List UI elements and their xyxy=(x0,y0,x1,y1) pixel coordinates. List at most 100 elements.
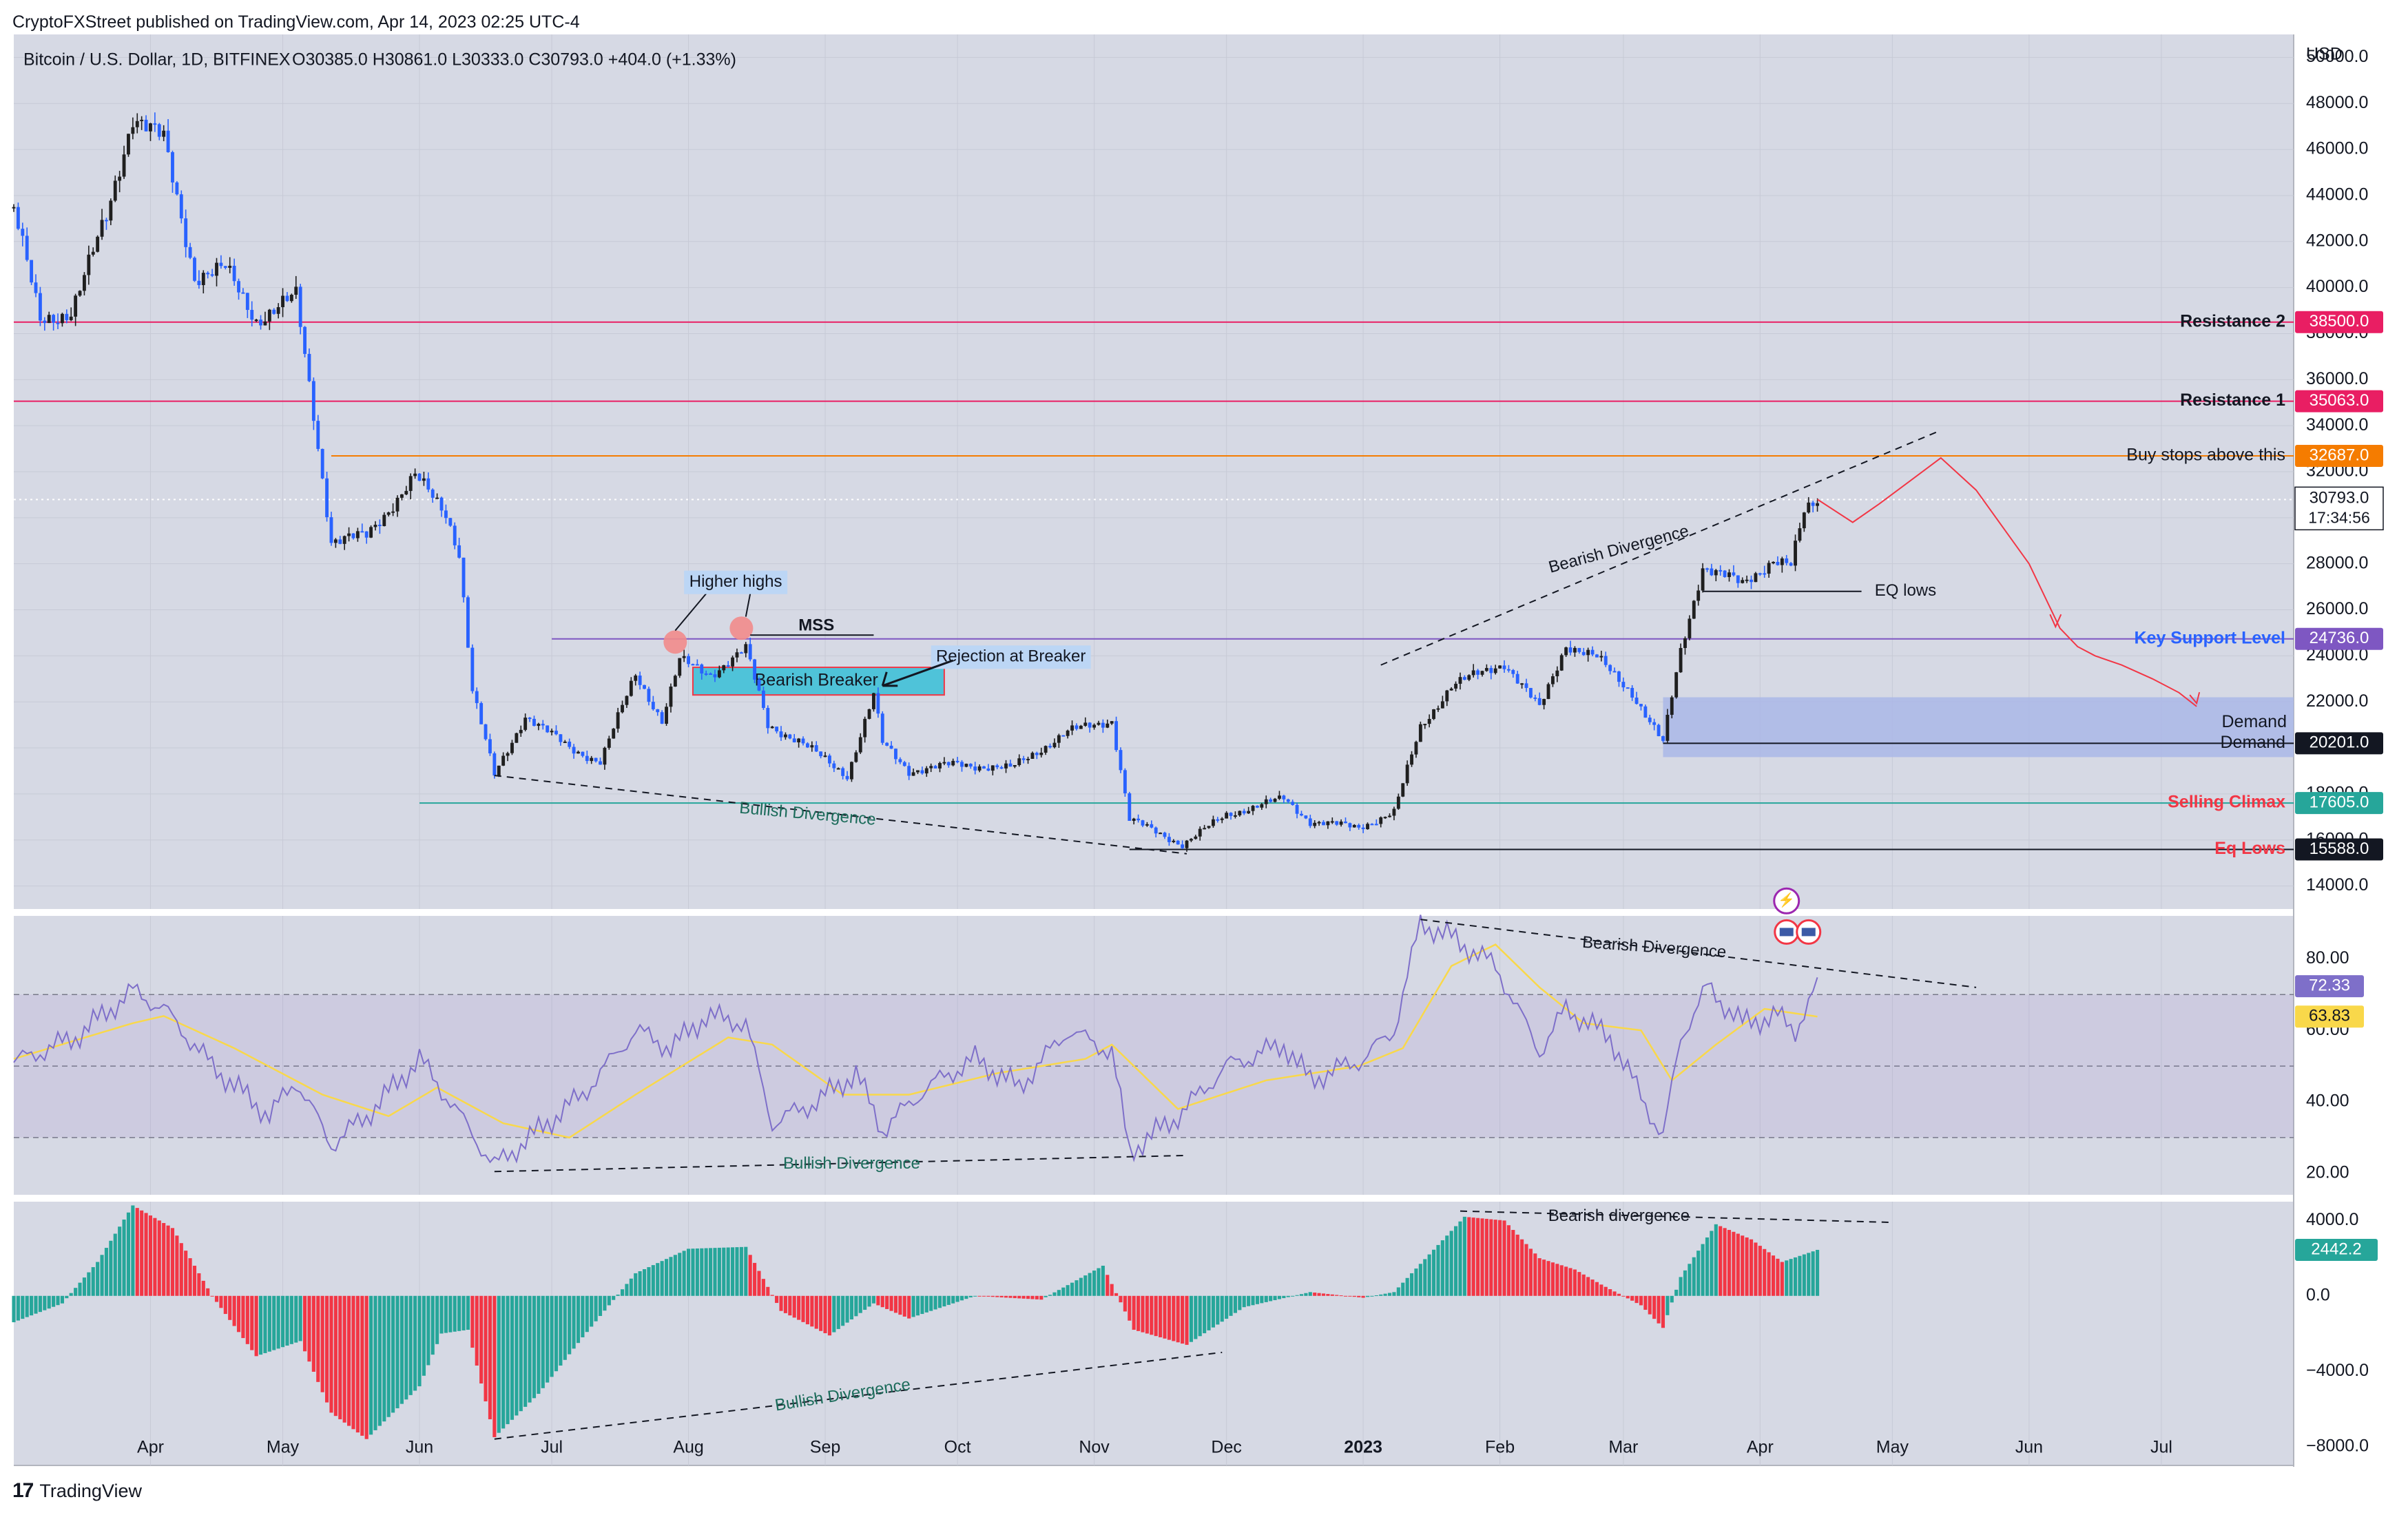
rejection-arrow xyxy=(882,659,954,687)
candle-body xyxy=(1097,722,1101,725)
level-label: Resistance 1 xyxy=(2180,390,2285,410)
osc-bar xyxy=(616,1294,620,1296)
osc-bar xyxy=(34,1295,38,1314)
osc-bar xyxy=(1476,1218,1480,1296)
candle-body xyxy=(144,119,148,132)
osc-bar xyxy=(1370,1295,1374,1297)
osc-bar xyxy=(1559,1265,1564,1296)
candle-body xyxy=(938,763,942,769)
osc-bar xyxy=(1299,1294,1304,1296)
osc-bar xyxy=(461,1295,466,1330)
candle-body xyxy=(333,539,338,543)
osc-bar xyxy=(1013,1295,1017,1299)
time-tick-label: Feb xyxy=(1485,1438,1515,1457)
osc-bar xyxy=(166,1225,170,1296)
osc-bar xyxy=(915,1295,920,1316)
osc-bar xyxy=(197,1273,201,1296)
candle-body xyxy=(1344,822,1347,824)
osc-bar xyxy=(435,1295,439,1344)
osc-bar xyxy=(779,1295,783,1311)
candle-body xyxy=(492,753,497,776)
candle-body xyxy=(964,764,968,767)
candle-body xyxy=(52,315,56,323)
candle-body xyxy=(1185,840,1189,848)
osc-bar xyxy=(766,1286,770,1296)
candle-body xyxy=(1066,730,1070,736)
candle-body xyxy=(1754,573,1758,583)
osc-bar xyxy=(1039,1295,1044,1300)
candle-body xyxy=(1264,799,1268,804)
candle-body xyxy=(1701,568,1705,591)
candle-body xyxy=(532,718,536,727)
osc-bar xyxy=(302,1295,307,1352)
candle-body xyxy=(977,766,982,771)
osc-bar xyxy=(563,1295,567,1360)
candle-body xyxy=(1807,502,1811,513)
bar-countdown: 17:34:56 xyxy=(2308,508,2370,526)
osc-bar xyxy=(1229,1295,1233,1316)
candle-body xyxy=(232,265,236,282)
rsi-ma-value-tag-text: 63.83 xyxy=(2309,1007,2350,1025)
candle-body xyxy=(100,220,104,237)
candle-body xyxy=(577,751,580,754)
osc-bar xyxy=(1462,1216,1466,1296)
candle-body xyxy=(1101,722,1105,728)
candle-body xyxy=(519,729,523,733)
osc-bar xyxy=(21,1295,25,1319)
osc-bar xyxy=(1537,1258,1542,1296)
osc-bar xyxy=(1044,1295,1048,1297)
candle-body xyxy=(1621,682,1626,688)
candle-body xyxy=(430,489,435,498)
candle-body xyxy=(621,704,624,713)
osc-bar xyxy=(426,1295,430,1366)
candle-body xyxy=(1238,811,1242,815)
candle-body xyxy=(223,266,227,268)
osc-bar xyxy=(735,1247,739,1296)
candle-body xyxy=(634,675,638,681)
osc-bar xyxy=(1639,1295,1643,1306)
osc-bar xyxy=(56,1295,60,1306)
candle-body xyxy=(470,647,475,691)
osc-bar xyxy=(1776,1258,1780,1296)
osc-bar xyxy=(96,1262,100,1296)
osc-bar xyxy=(1286,1295,1290,1297)
candle-body xyxy=(457,545,461,558)
candle-body xyxy=(453,525,457,545)
candle-body xyxy=(669,686,673,707)
osc-bar xyxy=(1727,1230,1732,1296)
time-tick-label: Jul xyxy=(541,1438,563,1457)
osc-bar xyxy=(479,1295,484,1383)
osc-bar xyxy=(118,1226,122,1296)
osc-bar xyxy=(1471,1218,1475,1296)
candle-body xyxy=(267,309,271,322)
candle-body xyxy=(1304,815,1308,819)
candle-body xyxy=(819,751,823,757)
osc-bar xyxy=(1719,1226,1723,1296)
candle-body xyxy=(982,766,986,769)
osc-bar xyxy=(801,1295,805,1322)
level-price-tag-text: 15588.0 xyxy=(2310,839,2369,858)
candle-body xyxy=(770,727,774,729)
osc-bar xyxy=(1273,1295,1277,1300)
level-price-tag xyxy=(2295,311,2383,333)
osc-bar xyxy=(867,1295,871,1307)
rsi-bullish-divergence-label: Bullish Divergence xyxy=(783,1154,920,1173)
osc-bar xyxy=(889,1295,893,1311)
osc-bar xyxy=(1277,1295,1282,1299)
candle-body xyxy=(1083,722,1088,726)
candle-body xyxy=(563,741,567,743)
candle-body xyxy=(38,293,42,321)
candle-body xyxy=(1683,638,1687,648)
osc-bar xyxy=(162,1223,166,1296)
candle-body xyxy=(497,765,501,776)
osc-bar xyxy=(990,1295,995,1297)
candle-body xyxy=(717,670,721,678)
level-label: Buy stops above this xyxy=(2126,446,2285,465)
osc-bar xyxy=(964,1295,968,1299)
candle-body xyxy=(850,762,853,780)
osc-bar xyxy=(214,1295,219,1302)
osc-bar xyxy=(1754,1242,1758,1296)
candle-body xyxy=(347,533,351,536)
candle-body xyxy=(1741,580,1745,583)
